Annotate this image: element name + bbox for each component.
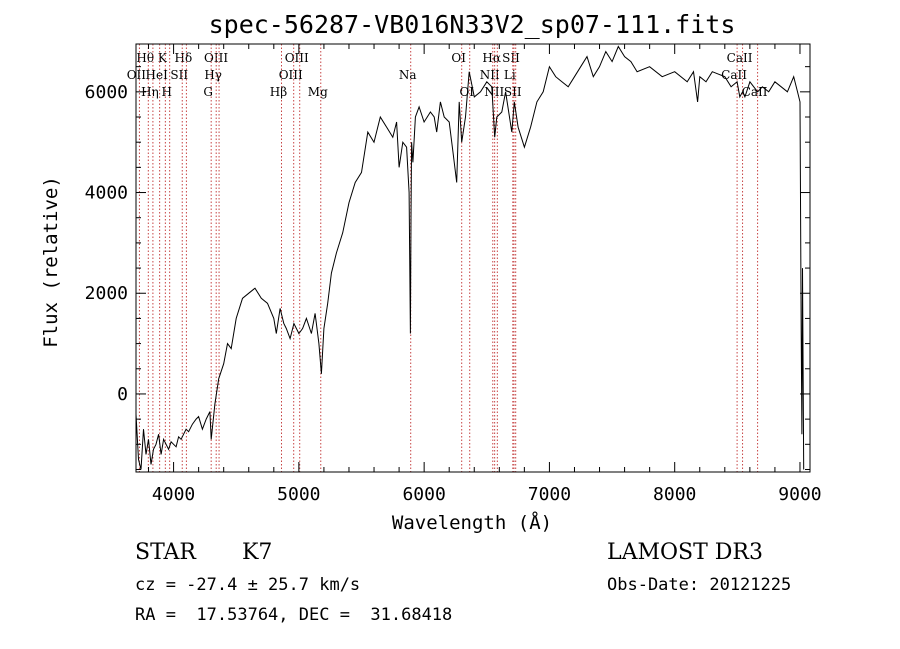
spectral-line-label: OII xyxy=(127,68,147,82)
y-tick-label: 0 xyxy=(117,384,128,405)
spectral-line-label: OI xyxy=(451,51,466,65)
spectral-line-label: NII xyxy=(484,85,504,99)
spectral-line-label: SII xyxy=(170,68,188,82)
spectral-line-label: H xyxy=(161,85,171,99)
spectral-line-label: Hη xyxy=(141,85,159,99)
x-tick-label: 5000 xyxy=(277,484,320,505)
spectral-line-label: SII xyxy=(502,51,520,65)
spectral-line-label: Hγ xyxy=(204,68,222,82)
spectral-line-label: Hθ xyxy=(136,51,154,65)
coordinates: RA = 17.53764, DEC = 31.68418 xyxy=(135,605,453,625)
spectral-line-label: Hβ xyxy=(270,85,287,99)
axis-ticks: 4000 5000 6000 7000 8000 9000 0 2000 4000 6000 xyxy=(85,44,822,505)
x-tick-label: 8000 xyxy=(653,484,696,505)
spectral-line-label: SII xyxy=(504,85,522,99)
x-tick-label: 6000 xyxy=(402,484,445,505)
object-class: STAR xyxy=(135,540,196,565)
y-tick-label: 2000 xyxy=(85,283,128,304)
spectral-line-label: NII xyxy=(480,68,500,82)
x-tick-label: 4000 xyxy=(152,484,195,505)
survey-name: LAMOST DR3 xyxy=(607,540,763,565)
spectral-line-label: K xyxy=(158,51,168,65)
y-axis-label: Flux (relative) xyxy=(40,176,62,348)
spectral-line-label: CaII xyxy=(721,68,747,82)
spectral-line-label: Mg xyxy=(308,85,328,99)
spectral-line-label: OIII xyxy=(279,68,303,82)
spectral-line-label: G xyxy=(203,85,213,99)
x-tick-label: 9000 xyxy=(778,484,821,505)
spectral-line-label: OI xyxy=(459,85,474,99)
x-axis-label: Wavelength (Å) xyxy=(392,511,552,534)
object-subclass: K7 xyxy=(242,540,273,565)
spectral-line-label: Li xyxy=(504,68,516,82)
spectral-line-label: Hδ xyxy=(175,51,193,65)
y-tick-label: 4000 xyxy=(85,183,128,204)
y-tick-label: 6000 xyxy=(85,82,128,103)
x-tick-label: 7000 xyxy=(528,484,571,505)
spectral-line-label: CaII xyxy=(727,51,753,65)
observation-date: Obs-Date: 20121225 xyxy=(607,575,792,595)
spectral-line-label: Hα xyxy=(482,51,501,65)
spectrum-series-line xyxy=(135,45,805,470)
spectral-line-label: HeI xyxy=(146,68,169,82)
redshift-velocity: cz = -27.4 ± 25.7 km/s xyxy=(135,575,361,595)
spectral-line-label: OIII xyxy=(285,51,309,65)
plot-frame xyxy=(135,43,811,473)
spectral-line-label: Na xyxy=(399,68,417,82)
chart-title: spec-56287-VB016N33V2_sp07-111.fits xyxy=(209,10,736,39)
spectral-line-label: CaII xyxy=(742,85,768,99)
